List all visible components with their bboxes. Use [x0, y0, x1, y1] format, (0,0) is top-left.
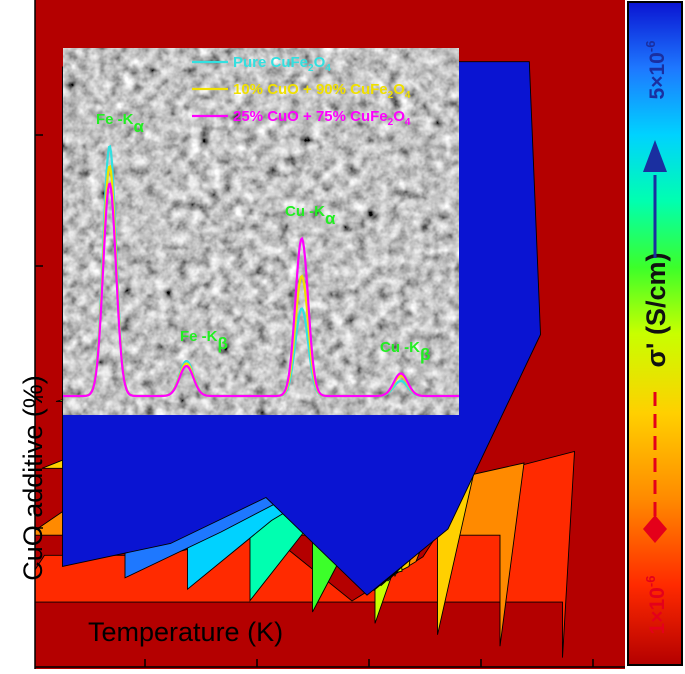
legend-text: O: [393, 81, 405, 98]
peak-label: Fe -Kα: [96, 111, 145, 136]
peak-label-text: Fe -K: [96, 111, 134, 128]
legend-entry: 10% CuO + 90% CuFe2O4: [233, 81, 411, 101]
legend-text: 10% CuO + 90% CuFe: [233, 81, 388, 98]
legend-subscript: 2: [308, 63, 314, 74]
colorbar-arrow-up: [643, 140, 667, 258]
legend-subscript: 4: [325, 63, 331, 74]
colorbar: 5×10-6 1×10-6 σ' (S/cm): [627, 1, 683, 666]
legend-subscript: 2: [388, 117, 394, 128]
y-axis-label: CuO additive (%): [18, 375, 48, 581]
legend-subscript: 4: [405, 90, 411, 101]
legend-text: O: [314, 54, 326, 71]
x-axis-label: Temperature (K): [88, 617, 283, 647]
legend-entry: Pure CuFe2O4: [233, 54, 331, 74]
legend-entry: 25% CuO + 75% CuFe2O4: [233, 108, 411, 128]
legend-text: O: [393, 108, 405, 125]
colorbar-max-exponent: -6: [643, 41, 658, 53]
colorbar-min-label: 1×10-6: [643, 576, 669, 635]
peak-label-text: Cu -K: [285, 203, 325, 220]
sem-image: [63, 48, 459, 415]
edx-series-line: [63, 182, 459, 398]
legend-subscript: 4: [405, 117, 411, 128]
colorbar-gradient: [627, 1, 683, 666]
colorbar-title: σ' (S/cm): [641, 253, 671, 368]
legend-text: 25% CuO + 75% CuFe: [233, 108, 388, 125]
main-axes: [34, 0, 625, 669]
peak-label-subscript: β: [420, 345, 430, 364]
peak-label-subscript: α: [134, 117, 145, 136]
peak-label: Fe -Kβ: [180, 328, 228, 353]
peak-label-text: Cu -K: [380, 339, 420, 356]
peak-label-subscript: α: [325, 209, 336, 228]
edx-spectra: [63, 144, 459, 398]
legend-subscript: 2: [388, 90, 394, 101]
colorbar-max-label: 5×10-6: [643, 41, 669, 100]
legend-text: Pure CuFe: [233, 54, 308, 71]
peak-label-text: Fe -K: [180, 328, 218, 345]
peak-label-subscript: β: [218, 334, 228, 353]
peak-label: Cu -Kα: [285, 203, 336, 228]
colorbar-dashed-line: [643, 392, 667, 543]
peak-label: Cu -Kβ: [380, 339, 430, 364]
colorbar-min-exponent: -6: [643, 576, 658, 588]
